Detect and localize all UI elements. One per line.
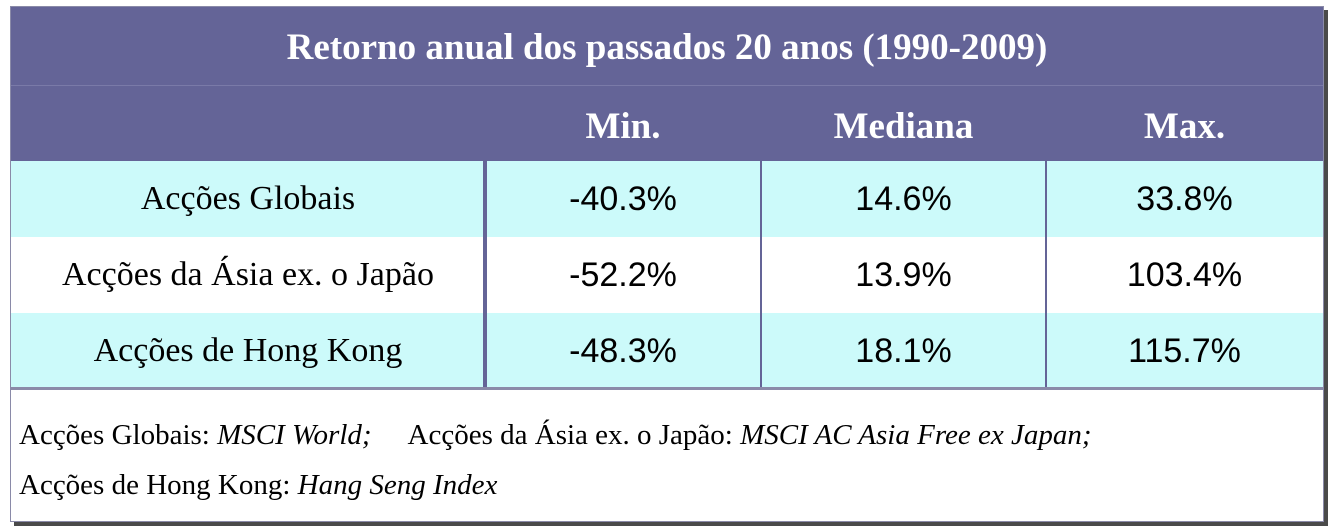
median-value: 14.6% <box>855 180 952 218</box>
returns-table: Retorno anual dos passados 20 anos (1990… <box>10 6 1324 522</box>
min-value: -40.3% <box>569 180 677 218</box>
footnote-index: Hang Seng Index <box>297 469 498 501</box>
table-header: Retorno anual dos passados 20 anos (1990… <box>11 7 1323 161</box>
column-header-max: Max. <box>1143 106 1226 147</box>
header-divider <box>11 85 1323 86</box>
row-label: Acções Globais <box>140 180 356 217</box>
footnote-label: Acções da Ásia ex. o Japão: <box>407 419 741 451</box>
row-label: Acções de Hong Kong <box>93 332 403 369</box>
column-divider <box>760 161 762 389</box>
table-row: Acções Globais -40.3% 14.6% 33.8% <box>11 161 1323 237</box>
median-value: 13.9% <box>855 256 952 294</box>
row-label: Acções da Ásia ex. o Japão <box>62 256 434 293</box>
table-title: Retorno anual dos passados 20 anos (1990… <box>286 27 1048 68</box>
table-bottom-rule <box>11 387 1323 390</box>
footnote-index: MSCI AC Asia Free ex Japan; <box>740 419 1092 451</box>
column-header-min: Min. <box>585 106 661 147</box>
footnote-line-2: Acções de Hong Kong: Hang Seng Index <box>19 465 497 505</box>
max-value: 33.8% <box>1136 180 1233 218</box>
max-value: 103.4% <box>1126 256 1243 294</box>
median-value: 18.1% <box>855 332 952 370</box>
footnote-label: Acções Globais: <box>19 419 218 451</box>
table-row: Acções da Ásia ex. o Japão -52.2% 13.9% … <box>11 237 1323 313</box>
column-header-median: Mediana <box>833 106 974 147</box>
footnote-line-1: Acções Globais: MSCI World; Acções da Ási… <box>19 415 1092 455</box>
min-value: -52.2% <box>569 256 677 294</box>
max-value: 115.7% <box>1128 332 1241 370</box>
table-row: Acções de Hong Kong -48.3% 18.1% 115.7% <box>11 313 1323 389</box>
column-divider <box>1045 161 1047 389</box>
footnote-index: MSCI World; <box>217 419 372 451</box>
footnote-label: Acções de Hong Kong: <box>19 469 298 501</box>
min-value: -48.3% <box>569 332 677 370</box>
column-divider <box>483 161 487 389</box>
